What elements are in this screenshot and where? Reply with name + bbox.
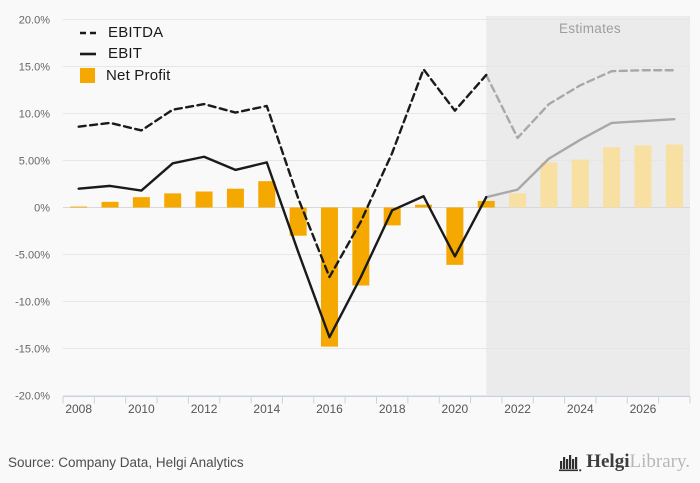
svg-text:-10.0%: -10.0% <box>15 297 50 309</box>
svg-text:-5.00%: -5.00% <box>15 250 50 262</box>
svg-text:2026: 2026 <box>630 402 657 416</box>
bar-swatch-icon <box>80 68 95 83</box>
svg-text:-15.0%: -15.0% <box>15 344 50 356</box>
svg-text:2008: 2008 <box>65 402 92 416</box>
legend-item-ebitda[interactable]: EBITDA <box>80 22 171 43</box>
svg-text:2024: 2024 <box>567 402 594 416</box>
chart-plot: 20.0% 15.0% 10.0% 5.00% 0% -5.00% -10.0% -15.0%… <box>15 15 691 416</box>
estimates-region-label: Estimates <box>559 21 621 36</box>
svg-text:2022: 2022 <box>504 402 531 416</box>
svg-text:2016: 2016 <box>316 402 343 416</box>
svg-text:2018: 2018 <box>379 402 406 416</box>
svg-text:-20.0%: -20.0% <box>15 391 50 403</box>
legend-label: EBIT <box>108 45 143 62</box>
helgi-library-logo: Helgi Library. <box>558 451 690 473</box>
legend-label: EBITDA <box>108 24 164 41</box>
solid-line-swatch-icon <box>80 52 98 56</box>
svg-text:15.0%: 15.0% <box>19 62 50 74</box>
legend-item-ebit[interactable]: EBIT <box>80 43 171 64</box>
svg-text:5.00%: 5.00% <box>19 156 50 168</box>
chart-legend: EBITDA EBIT Net Profit <box>80 22 171 87</box>
svg-text:2020: 2020 <box>442 402 469 416</box>
svg-text:20.0%: 20.0% <box>19 15 50 27</box>
dashed-line-swatch-icon <box>80 31 98 35</box>
source-attribution: Source: Company Data, Helgi Analytics <box>8 454 244 470</box>
svg-text:2014: 2014 <box>253 402 280 416</box>
logo-text-secondary: Library. <box>629 451 691 472</box>
chart-canvas: 20.0% 15.0% 10.0% 5.00% 0% -5.00% -10.0% -15.0%… <box>15 15 691 416</box>
svg-text:2012: 2012 <box>191 402 218 416</box>
svg-text:2010: 2010 <box>128 402 155 416</box>
helgi-logo-icon <box>558 451 582 473</box>
legend-label: Net Profit <box>106 67 171 84</box>
legend-item-net-profit[interactable]: Net Profit <box>80 64 171 87</box>
logo-text-primary: Helgi <box>586 451 630 472</box>
svg-text:10.0%: 10.0% <box>19 109 50 121</box>
svg-text:0%: 0% <box>34 203 50 215</box>
chart-footer: Source: Company Data, Helgi Analytics <box>0 441 700 483</box>
